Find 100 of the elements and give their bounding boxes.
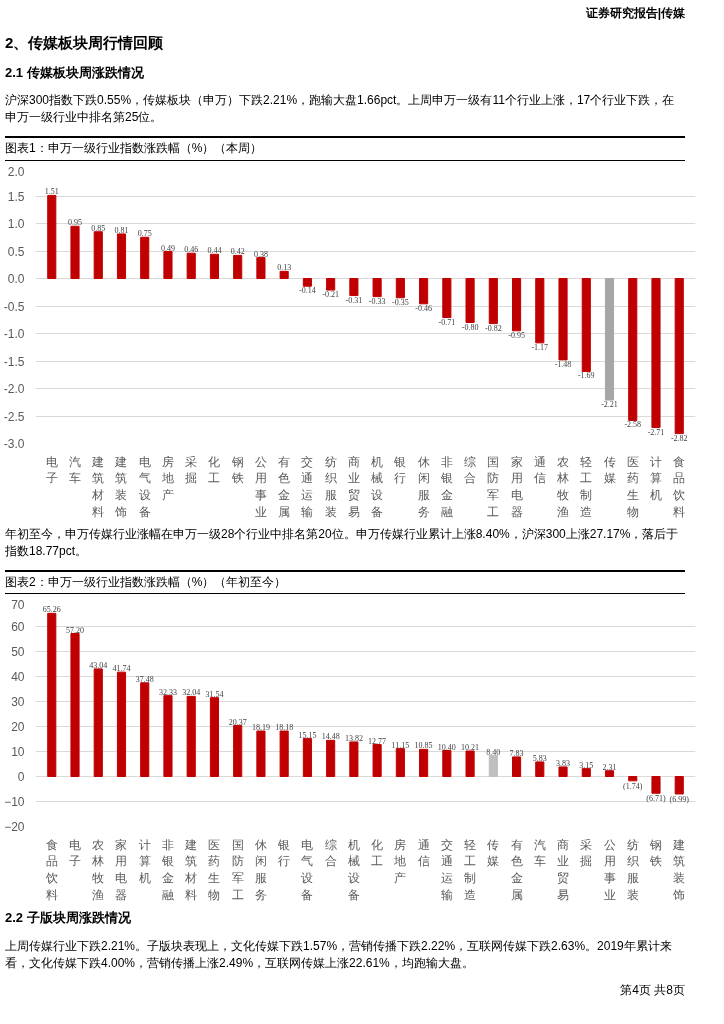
bar [419,748,429,777]
bar [674,277,684,434]
y-tick-label: 0.5 [7,244,25,259]
bar [558,277,568,360]
data-label: -1.17 [531,342,549,352]
y-tick-label: 70 [11,597,25,612]
text: 年初至今，申万传媒行业涨幅在申万一级28个行业中排名第20位。申万传媒行业累计上涨8.40%，沪深300上涨27.17%，落后于指数18.77pct。 [5,525,680,560]
x-tick-label: 传媒 [603,454,616,485]
data-label: 15.15 [298,730,317,740]
data-label: 0.42 [230,246,245,256]
y-tick-label: -1.5 [3,354,25,369]
x-tick-label: 计算机 [138,837,151,886]
x-tick-label: 采掘 [185,454,198,485]
y-tick-label: -1.0 [3,326,25,341]
data-label: 18.19 [251,722,270,732]
data-label: -0.95 [508,330,525,340]
y-tick-label: 30 [11,694,25,709]
data-label: 65.26 [42,605,61,615]
y-tick-label: -3.0 [3,436,25,451]
data-label: 0.38 [253,249,268,259]
bar [628,277,638,421]
data-label: 10.85 [414,741,433,751]
x-tick-label: 交通运输 [440,837,453,902]
data-label: -0.71 [438,317,456,327]
bar [163,250,173,279]
data-label: -0.46 [415,303,432,313]
bar [140,236,150,279]
y-tick-label: −20 [4,819,25,834]
data-label: -0.21 [322,289,339,299]
text: 2、传媒板块周行情回顾 [5,33,164,54]
x-tick-label: 商业贸易 [557,837,570,902]
data-label: 8.40 [486,747,501,757]
text: 沪深300指数下跌0.55%，传媒板块（申万）下跌2.21%，跑输大盘1.66pct。上周申万一级有11个行业上涨，17个行业下跌，在申万一级行业中排名第25位。 [5,92,676,127]
bar [116,233,127,279]
data-label: 31.54 [205,689,224,699]
chart-title: 图表1：申万一级行业指数涨跌幅（%）（本周） [5,140,263,158]
data-label: (6.99) [669,794,690,804]
data-label: 2.31 [602,762,617,772]
x-tick-label: 食品饮料 [44,837,58,902]
bar [488,277,498,324]
bar [116,671,127,777]
x-tick-label: 纺织服装 [626,837,639,902]
data-label: (1.74) [623,781,643,791]
data-label: -2.71 [647,427,665,437]
x-tick-label: 银行 [393,454,407,485]
bar [256,730,266,777]
x-tick-label: 休闲服务 [417,454,430,519]
x-tick-label: 采掘 [580,837,593,869]
bar [209,253,220,279]
data-label: -2.58 [624,419,642,429]
bar [581,277,591,372]
x-tick-label: 农林牧渔 [91,837,105,902]
x-tick-label: 农林牧渔 [556,454,570,519]
y-tick-label: 0 [17,769,25,784]
x-tick-label: 交通运输 [301,454,314,519]
data-label: -0.82 [484,323,502,333]
chart-title: 图表2：申万一级行业指数涨跌幅（%）（年初至今） [5,573,287,591]
y-tick-label: 60 [11,619,25,634]
bar [442,277,452,318]
bar [47,194,57,279]
data-label: 32.04 [182,688,201,698]
x-tick-label: 综合 [464,454,477,485]
x-tick-label: 电子 [45,454,58,485]
x-tick-label: 非银金融 [160,837,174,902]
x-tick-label: 银行 [277,837,291,869]
text: 2.1 传媒板块周涨跌情况 [5,63,144,82]
x-tick-label: 房地产 [393,837,407,886]
bar [233,725,243,777]
x-tick-label: 纺织服装 [324,454,337,519]
bar [604,770,615,777]
x-tick-label: 房地产 [160,454,174,502]
y-tick-label: -0.5 [3,299,25,314]
x-tick-label: 综合 [324,837,337,869]
data-label: 20.37 [228,717,247,727]
x-tick-label: 机械设备 [371,454,384,519]
bar [488,754,498,777]
y-tick-label: 40 [11,669,25,684]
y-tick-label: -2.0 [3,381,25,396]
x-tick-label: 医药生物 [626,454,639,519]
bar [465,750,475,777]
bar [465,277,475,323]
data-label: -1.69 [577,371,595,380]
x-tick-label: 电气设备 [138,454,151,519]
x-tick-label: 钢铁 [648,837,662,869]
data-label: (6.71) [646,794,666,804]
data-label: 3.15 [579,760,594,770]
x-tick-label: 公用事业 [603,837,616,902]
x-tick-label: 传媒 [487,837,500,869]
y-tick-label: 20 [11,719,25,734]
bar [372,744,382,777]
x-tick-label: 公用事业 [254,454,267,519]
text: 第4页 共8页 [620,981,685,999]
y-tick-label: 2.0 [7,164,25,179]
data-label: -0.31 [345,295,363,305]
bar [442,749,452,777]
x-tick-label: 家用电器 [510,454,523,519]
bar [674,775,684,795]
bar [93,230,103,279]
bar [419,277,429,304]
x-tick-label: 汽车 [69,454,82,485]
